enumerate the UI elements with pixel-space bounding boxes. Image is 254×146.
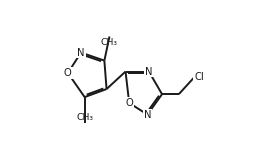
Text: N: N [144, 110, 151, 120]
Text: CH₃: CH₃ [101, 38, 118, 47]
Text: Cl: Cl [194, 72, 204, 82]
Text: O: O [125, 98, 133, 108]
Text: N: N [77, 48, 85, 58]
Text: O: O [64, 68, 72, 78]
Text: CH₃: CH₃ [76, 113, 93, 122]
Text: N: N [145, 67, 153, 77]
